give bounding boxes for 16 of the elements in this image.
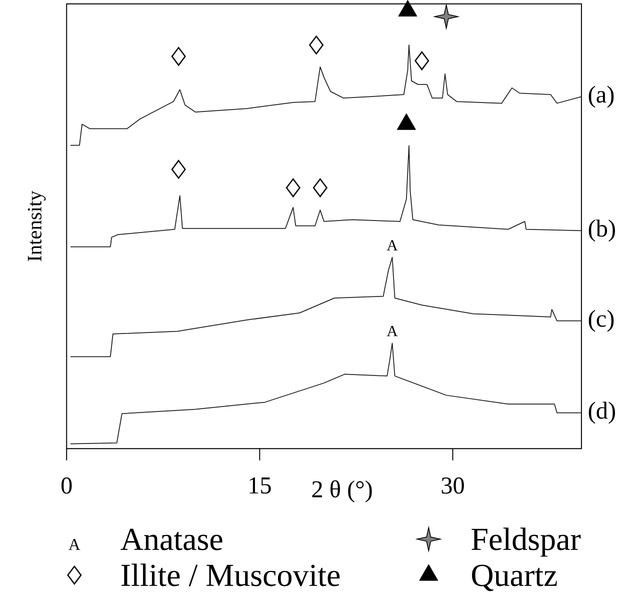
legend-label: Illite / Muscovite (121, 564, 340, 586)
x-tick-label: 15 (250, 478, 271, 494)
x-tick-label: 0 (61, 478, 72, 494)
series-label: (a) (588, 86, 614, 108)
legend-label: Feldspar (472, 528, 581, 557)
annotation: A (386, 240, 398, 251)
x-tick-label: 30 (442, 478, 464, 494)
annotation: A (386, 326, 398, 336)
legend-label: Quartz (472, 564, 557, 592)
text: Anatase (120, 528, 222, 550)
text: A (68, 539, 80, 550)
series-label: (d) (588, 402, 615, 424)
y-axis-title: Intensity (28, 190, 46, 262)
x-axis-title: 2 θ (°) (312, 480, 372, 503)
series-label: (b) (588, 220, 615, 242)
series-label: (c) (588, 310, 614, 332)
